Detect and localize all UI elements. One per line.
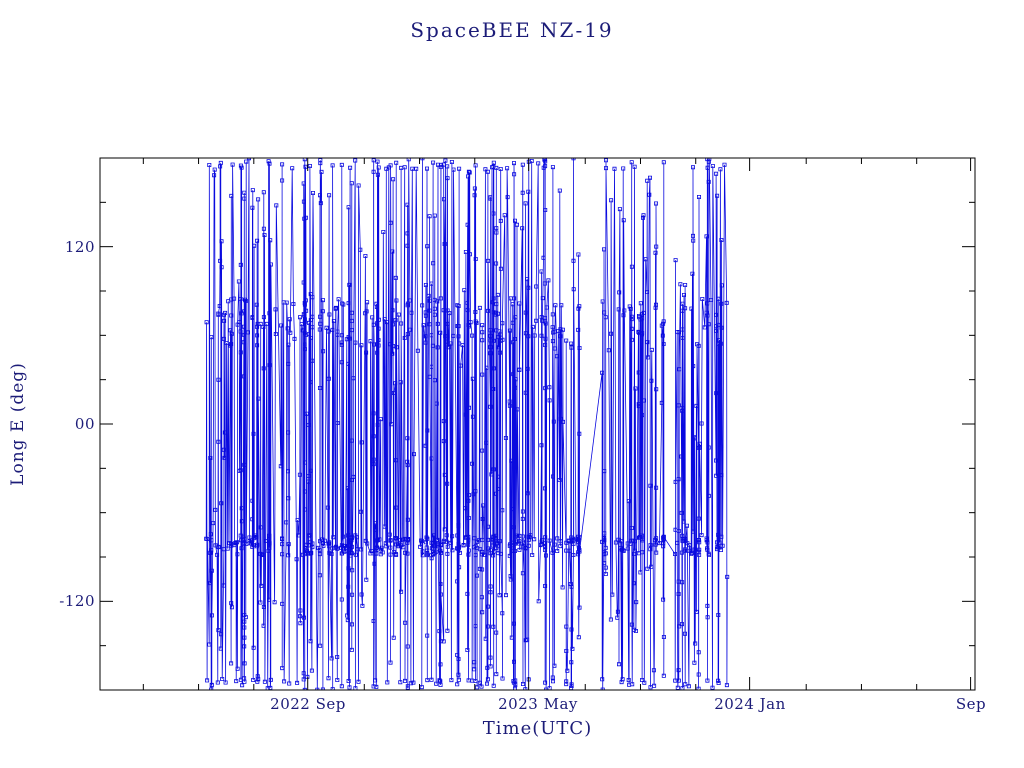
x-tick-label-2023-may: 2023 May — [498, 695, 578, 713]
series-line — [205, 158, 728, 690]
y-axis-label-wrap: Long E (deg) — [0, 158, 36, 690]
y-tick-label-neg120: -120 — [59, 592, 95, 610]
x-axis-label: Time(UTC) — [482, 718, 593, 739]
series-markers — [204, 158, 730, 690]
axis-ticks — [100, 158, 975, 690]
data-series-layer — [204, 158, 730, 690]
x-tick-label-2024-sep: Sep — [955, 695, 987, 713]
y-axis-label: Long E (deg) — [8, 362, 29, 486]
x-tick-label-2024-jan: 2024 Jan — [714, 695, 786, 713]
y-tick-label-120: 120 — [64, 238, 95, 256]
x-tick-label-2022-sep: 2022 Sep — [270, 695, 346, 713]
y-tick-label-00: 00 — [74, 415, 95, 433]
chart-title: SpaceBEE NZ-19 — [410, 18, 614, 42]
